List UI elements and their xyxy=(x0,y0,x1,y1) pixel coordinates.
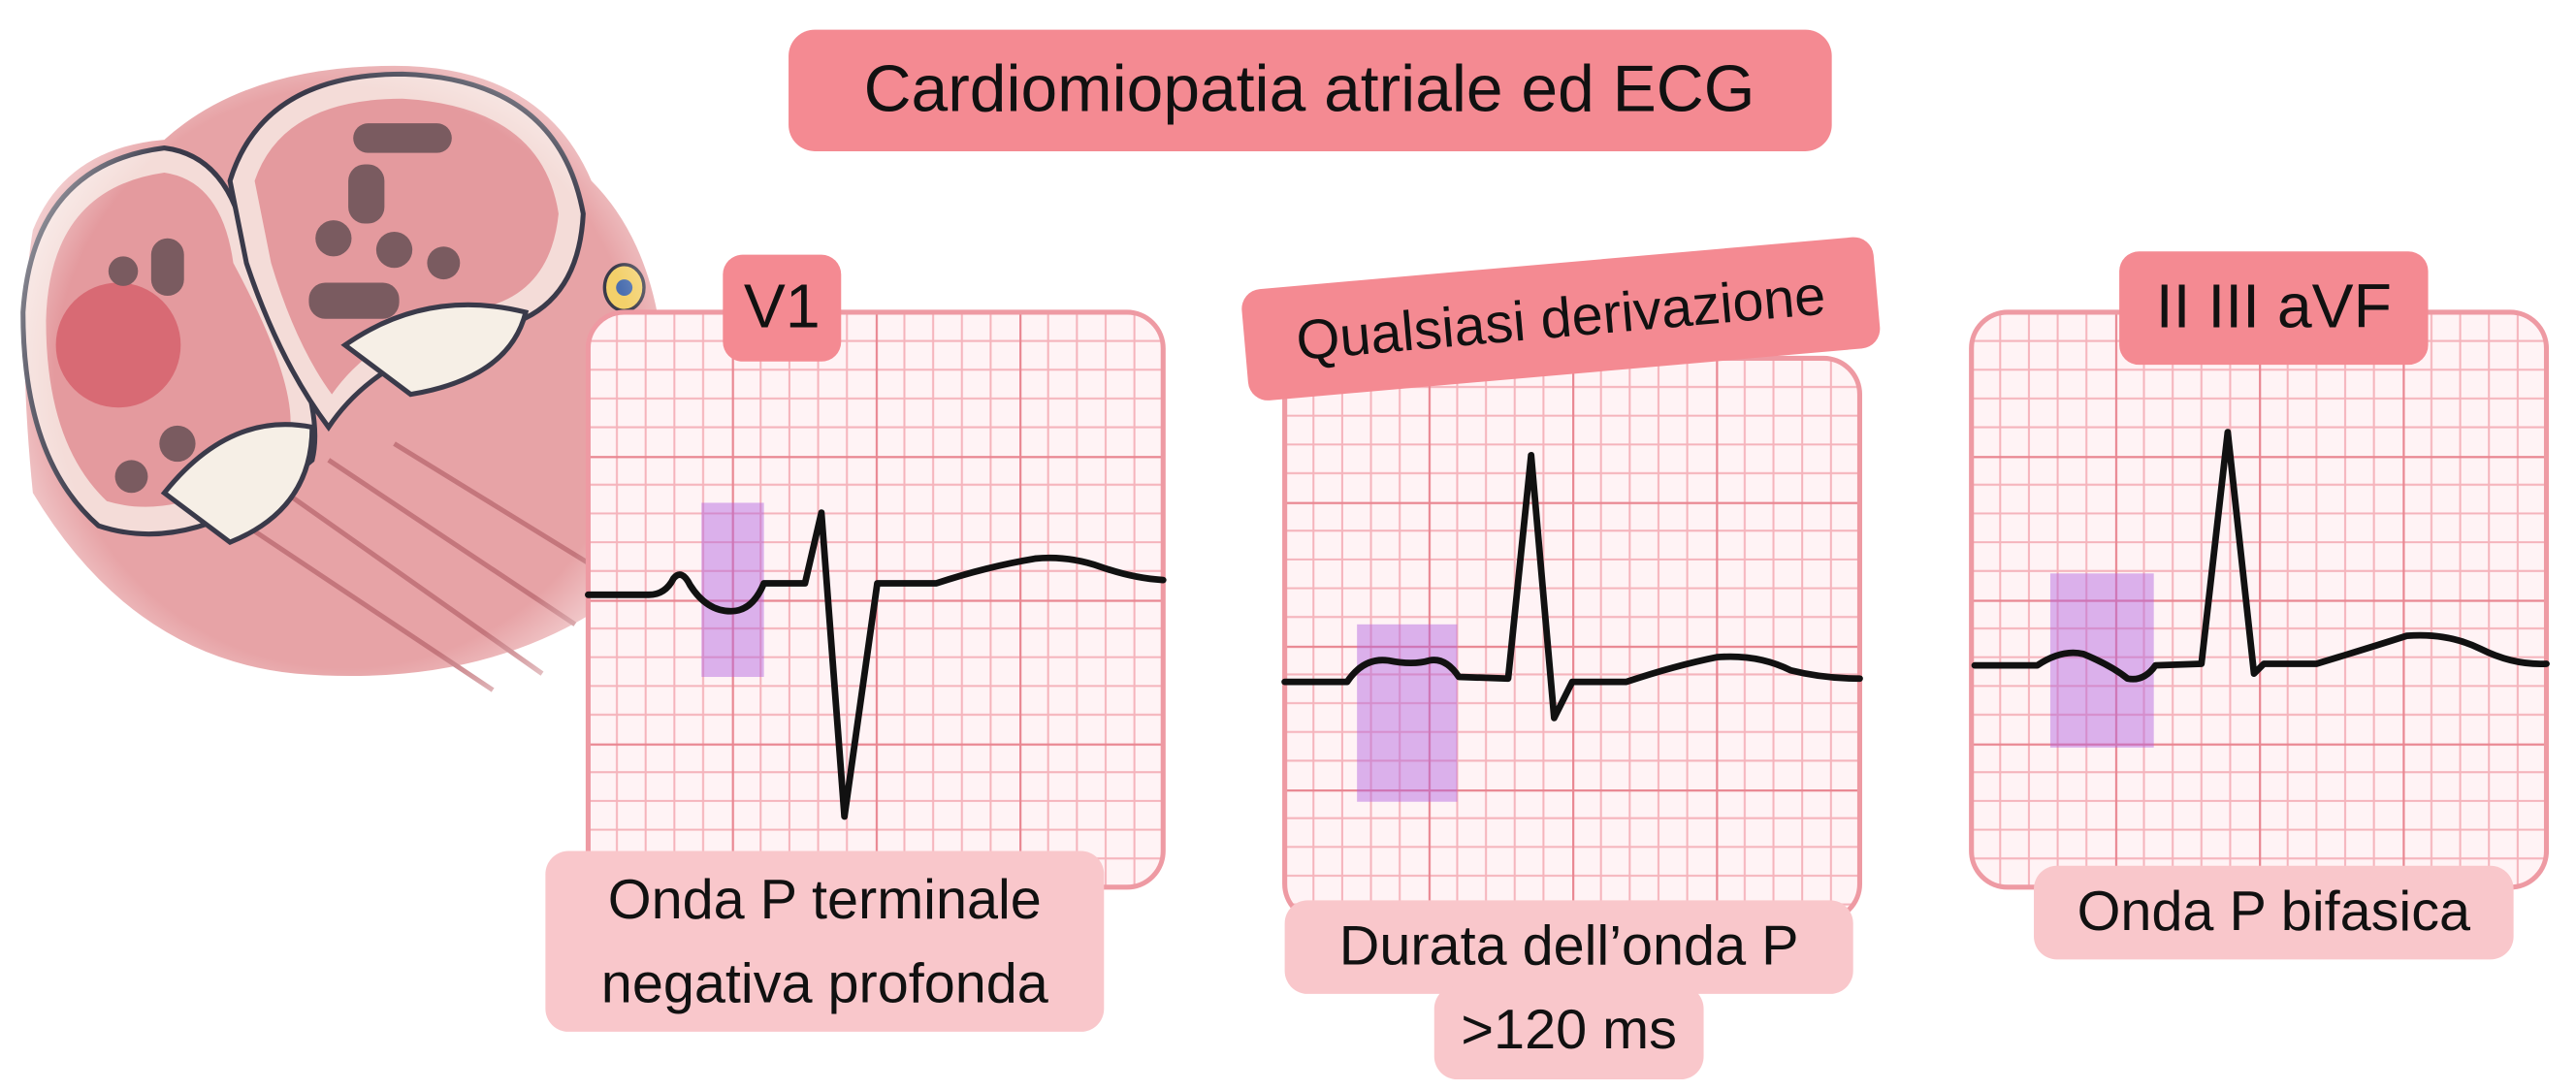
caption: Durata dell’onda P xyxy=(1339,915,1799,977)
ecg-grid xyxy=(1284,358,1860,920)
caption: Onda P bifasica xyxy=(2077,881,2471,943)
lead-label: II III aVF xyxy=(2156,271,2392,340)
caption-box xyxy=(1284,900,1853,994)
caption-box xyxy=(545,850,1105,1032)
lead-box xyxy=(2119,251,2429,366)
ecg-panel: Qualsiasi derivazione Durata dell’onda P… xyxy=(1241,237,1881,1080)
ecg-panel: II III aVF Onda P bifasica xyxy=(1969,251,2550,960)
lead-box xyxy=(1241,237,1881,401)
ecg-trace xyxy=(1971,429,2550,683)
caption: >120 ms xyxy=(1461,999,1676,1061)
ecg-grid xyxy=(1971,311,2547,887)
caption: negativa profonda xyxy=(601,952,1049,1014)
lead-label: V1 xyxy=(744,271,821,340)
ecg-trace xyxy=(1281,451,1863,722)
heart-illustration xyxy=(0,33,691,723)
lead-box xyxy=(723,254,842,362)
ecg-panel: V1 Onda P terminale negativa profonda xyxy=(545,254,1167,1032)
p-wave-highlight xyxy=(1357,624,1458,802)
ecg-trace xyxy=(585,509,1167,820)
p-wave-highlight xyxy=(701,502,764,678)
caption: Onda P terminale xyxy=(608,869,1042,931)
caption-box xyxy=(1433,985,1704,1080)
title-box xyxy=(789,29,1832,151)
caption-box xyxy=(2034,865,2514,960)
title: Cardiomiopatia atriale ed ECG xyxy=(864,53,1755,126)
